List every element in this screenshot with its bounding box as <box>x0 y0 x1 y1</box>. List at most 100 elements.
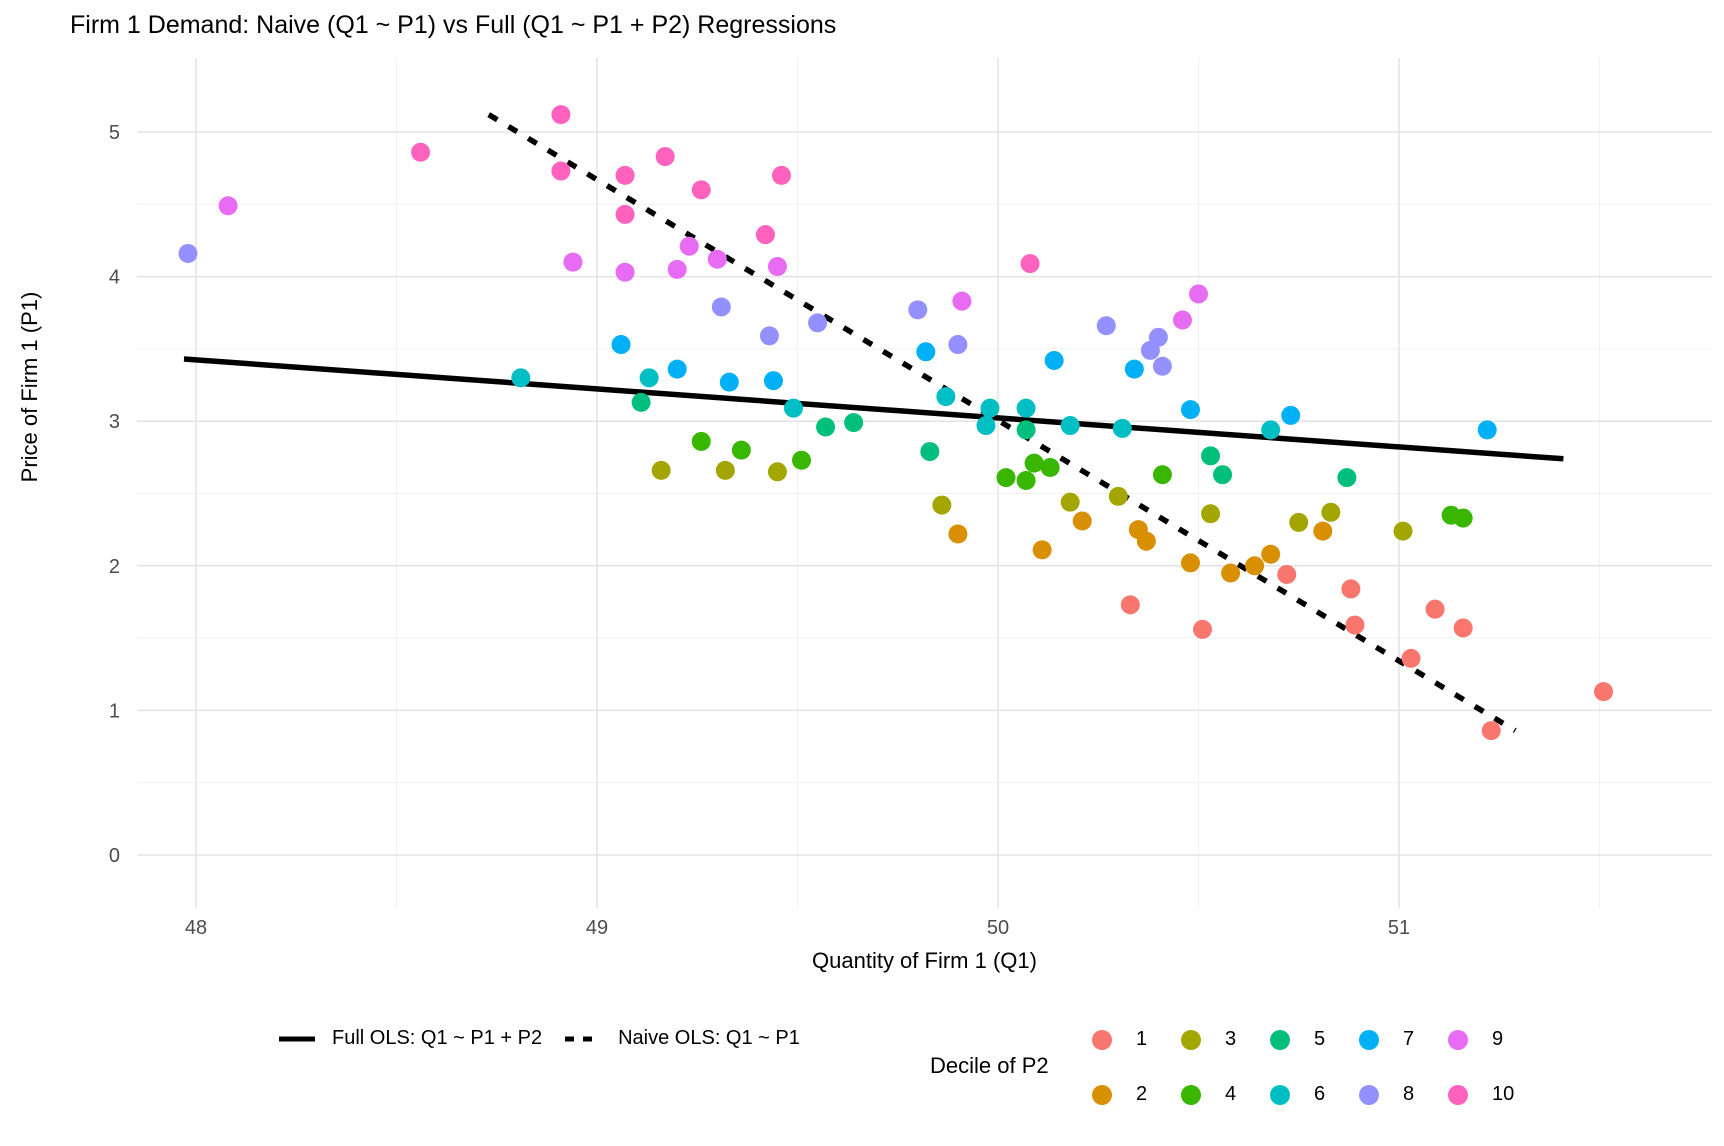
color-legend-label: 1 <box>1136 1028 1148 1050</box>
data-point-decile-2 <box>1261 544 1281 564</box>
data-point-decile-8 <box>948 335 968 355</box>
data-point-decile-1 <box>1425 599 1445 619</box>
color-legend-label: 6 <box>1314 1083 1326 1105</box>
data-point-decile-5 <box>1016 420 1036 440</box>
data-point-decile-4 <box>1016 470 1036 490</box>
data-point-decile-8 <box>1152 356 1172 376</box>
full-ols-line <box>183 356 1564 462</box>
color-legend: 1 2 3 4 5 6 7 8 9 10 <box>1092 1012 1537 1122</box>
data-point-decile-9 <box>563 252 583 272</box>
color-legend-entry-3: 3 <box>1181 1028 1270 1051</box>
data-point-decile-5 <box>1201 446 1221 466</box>
data-point-decile-2 <box>1313 521 1333 541</box>
color-legend-dot <box>1359 1084 1379 1105</box>
color-legend-dot <box>1448 1084 1468 1105</box>
color-legend-entry-6: 6 <box>1270 1083 1359 1106</box>
dashed-line-swatch <box>565 1036 602 1041</box>
data-point-decile-3 <box>1201 504 1221 524</box>
data-point-decile-7 <box>1044 350 1064 370</box>
data-point-decile-3 <box>1321 502 1341 522</box>
y-tick-label: 5 <box>109 122 120 144</box>
data-point-decile-2 <box>1072 511 1092 531</box>
data-point-decile-4 <box>1024 453 1044 473</box>
data-point-decile-5 <box>844 413 864 433</box>
data-point-decile-4 <box>1152 465 1172 485</box>
data-point-decile-10 <box>615 204 635 224</box>
data-point-decile-7 <box>719 372 739 392</box>
data-point-decile-10 <box>755 225 775 245</box>
color-legend-label: 3 <box>1225 1028 1237 1050</box>
data-point-decile-6 <box>1016 398 1036 418</box>
solid-line-swatch <box>279 1036 315 1041</box>
color-legend-dot <box>1092 1084 1112 1105</box>
color-legend-dot <box>1092 1029 1112 1050</box>
data-point-decile-7 <box>1180 400 1200 420</box>
color-legend-entry-5: 5 <box>1270 1028 1359 1051</box>
data-point-decile-7 <box>667 359 687 379</box>
data-point-decile-6 <box>783 398 803 418</box>
y-tick-label: 1 <box>109 700 120 722</box>
data-point-decile-4 <box>996 468 1016 488</box>
data-point-decile-4 <box>1453 508 1473 528</box>
data-point-decile-6 <box>1261 420 1281 440</box>
color-legend-label: 9 <box>1492 1028 1504 1050</box>
data-point-decile-9 <box>615 262 635 282</box>
data-point-decile-1 <box>1345 615 1365 635</box>
data-point-decile-8 <box>908 300 928 320</box>
y-tick-label: 3 <box>109 411 120 433</box>
data-point-decile-4 <box>731 440 751 460</box>
data-point-decile-2 <box>1136 531 1156 551</box>
data-point-decile-4 <box>691 431 711 451</box>
data-point-decile-10 <box>691 180 711 200</box>
data-point-decile-6 <box>639 368 659 388</box>
data-point-decile-10 <box>771 165 791 185</box>
data-point-decile-7 <box>763 371 783 391</box>
color-legend-entry-8: 8 <box>1359 1083 1448 1106</box>
data-point-decile-8 <box>1148 327 1168 347</box>
x-tick-label: 50 <box>987 917 1009 939</box>
data-point-decile-3 <box>715 460 735 480</box>
data-point-decile-1 <box>1594 682 1614 702</box>
data-point-decile-1 <box>1401 648 1421 668</box>
line-legend-label-naive: Naive OLS: Q1 ~ P1 <box>618 1027 800 1049</box>
data-point-decile-5 <box>1337 468 1357 488</box>
data-point-decile-10 <box>551 161 571 181</box>
color-legend-dot <box>1270 1084 1290 1105</box>
color-legend-title: Decile of P2 <box>930 1053 1049 1078</box>
data-point-decile-5 <box>920 442 940 462</box>
data-point-decile-9 <box>767 256 787 276</box>
y-tick-label: 2 <box>109 556 120 578</box>
color-legend-label: 5 <box>1314 1028 1326 1050</box>
data-point-decile-2 <box>948 524 968 544</box>
data-point-decile-9 <box>218 196 238 216</box>
color-legend-label: 8 <box>1403 1083 1415 1105</box>
data-point-decile-9 <box>679 236 699 256</box>
color-legend-entry-2: 2 <box>1092 1083 1181 1106</box>
data-point-decile-9 <box>952 291 972 311</box>
chart-title: Firm 1 Demand: Naive (Q1 ~ P1) vs Full (… <box>70 11 837 39</box>
data-point-decile-9 <box>707 249 727 269</box>
naive-ols-line <box>487 112 1517 734</box>
data-point-decile-9 <box>1189 284 1208 304</box>
color-legend-dot <box>1270 1029 1290 1050</box>
y-tick-label: 0 <box>109 845 120 867</box>
color-legend-entry-1: 1 <box>1092 1028 1181 1051</box>
data-point-decile-7 <box>916 342 936 362</box>
data-point-decile-8 <box>759 326 779 346</box>
x-axis-title: Quantity of Firm 1 (Q1) <box>812 948 1037 973</box>
y-axis-title: Price of Firm 1 (P1) <box>17 291 42 483</box>
line-legend-entry-full: Full OLS: Q1 ~ P1 + P2 <box>278 1027 542 1050</box>
x-tick-label: 51 <box>1388 917 1410 939</box>
data-point-decile-10 <box>655 147 675 167</box>
color-legend-entry-10: 10 <box>1448 1083 1537 1106</box>
data-point-decile-5 <box>816 417 836 437</box>
data-point-decile-1 <box>1481 721 1501 741</box>
data-point-decile-7 <box>1477 420 1497 440</box>
line-legend-entry-naive: Naive OLS: Q1 ~ P1 <box>564 1027 800 1050</box>
data-point-decile-1 <box>1120 595 1140 615</box>
data-point-decile-2 <box>1180 553 1200 573</box>
data-point-decile-6 <box>980 398 1000 418</box>
data-point-decile-4 <box>792 450 812 470</box>
data-point-decile-1 <box>1277 564 1297 584</box>
